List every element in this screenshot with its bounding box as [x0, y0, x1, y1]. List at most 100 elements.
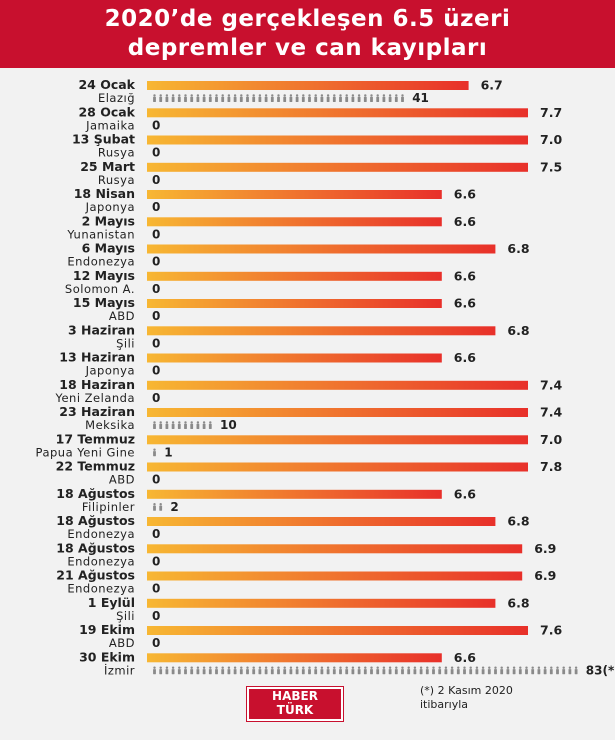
person-icon	[184, 666, 187, 675]
person-icon	[425, 666, 429, 675]
row-place-label: Japonya	[85, 200, 135, 214]
death-count-label: 0	[152, 636, 160, 650]
title-line-1: 2020’de gerçekleşen 6.5 üzeri	[104, 6, 511, 32]
row-date-label: 15 Mayıs	[73, 295, 135, 310]
magnitude-bar	[147, 544, 523, 554]
person-icon	[165, 666, 169, 675]
magnitude-value-label: 7.5	[540, 159, 562, 174]
magnitude-value-label: 6.6	[454, 650, 476, 665]
person-icon	[320, 666, 324, 675]
row-date-label: 25 Mart	[80, 159, 135, 174]
person-icon	[165, 421, 169, 429]
person-icon	[277, 94, 280, 102]
person-icon	[320, 94, 324, 102]
person-icon	[500, 666, 504, 675]
haberturk-logo: HABER TÜRK	[246, 686, 344, 722]
person-icon	[252, 94, 256, 102]
magnitude-value-label: 7.7	[540, 105, 562, 120]
person-icon	[159, 421, 163, 429]
person-icon	[277, 666, 280, 675]
person-icon	[196, 421, 200, 429]
row-place-label: Solomon A.	[65, 282, 135, 296]
row-date-label: 22 Temmuz	[56, 459, 135, 474]
magnitude-bar	[147, 271, 442, 281]
person-icon	[574, 666, 578, 675]
person-icon	[153, 94, 156, 102]
person-icon	[264, 94, 268, 102]
row-place-label: İzmir	[104, 662, 135, 677]
person-icon	[221, 94, 225, 102]
person-icon	[153, 421, 156, 429]
row-place-label: Endonezya	[67, 255, 135, 269]
death-count-label: 0	[152, 200, 160, 214]
title-line-2: depremler ve can kayıpları	[127, 35, 488, 61]
magnitude-value-label: 6.8	[507, 514, 529, 529]
magnitude-value-label: 6.9	[534, 568, 556, 583]
person-icon	[308, 666, 311, 675]
magnitude-bar	[147, 162, 528, 172]
person-icon	[190, 94, 194, 102]
person-icon	[227, 94, 231, 102]
person-icon	[332, 94, 336, 102]
person-icon	[264, 666, 268, 675]
person-icon	[370, 94, 373, 102]
magnitude-value-label: 6.8	[507, 323, 529, 338]
magnitude-value-label: 6.6	[454, 268, 476, 283]
person-icon	[388, 666, 392, 675]
person-icon	[159, 666, 163, 675]
person-icon	[246, 94, 249, 102]
magnitude-bar	[147, 217, 442, 227]
person-icon	[177, 421, 181, 429]
row-date-label: 30 Ekim	[79, 649, 135, 664]
person-icon	[463, 666, 466, 675]
magnitude-bar	[147, 380, 528, 390]
magnitude-bar	[147, 326, 496, 336]
logo-line-2: TÜRK	[276, 703, 314, 717]
magnitude-bar	[147, 435, 528, 445]
row-place-label: Rusya	[98, 173, 135, 187]
logo-line-1: HABER	[272, 689, 318, 703]
person-icon	[252, 666, 256, 675]
person-icon	[184, 94, 187, 102]
person-icon	[233, 666, 237, 675]
death-count-label: 0	[152, 309, 160, 323]
person-icon	[351, 94, 355, 102]
person-icon	[326, 94, 330, 102]
person-icon	[543, 666, 547, 675]
death-count-label: 0	[152, 554, 160, 568]
person-icon	[339, 94, 342, 102]
person-icon	[227, 666, 231, 675]
person-icon	[171, 666, 175, 675]
person-icon	[295, 94, 299, 102]
person-icon	[314, 94, 318, 102]
row-place-label: Endonezya	[67, 582, 135, 596]
magnitude-value-label: 6.8	[507, 241, 529, 256]
magnitude-value-label: 6.7	[481, 78, 503, 93]
magnitude-value-label: 6.6	[454, 187, 476, 202]
person-icon	[332, 666, 336, 675]
row-date-label: 1 Eylül	[88, 595, 135, 610]
person-icon	[258, 94, 262, 102]
person-icon	[357, 666, 361, 675]
row-date-label: 3 Haziran	[68, 322, 135, 337]
magnitude-bar	[147, 462, 528, 472]
person-icon	[165, 94, 169, 102]
person-icon	[407, 666, 411, 675]
person-icon	[153, 666, 156, 675]
person-icon	[494, 666, 497, 675]
person-icon	[233, 94, 237, 102]
magnitude-value-label: 7.4	[540, 405, 562, 420]
death-count-label: 0	[152, 609, 160, 623]
death-count-label: 2	[170, 500, 178, 514]
person-icon	[382, 666, 386, 675]
person-icon	[525, 666, 528, 675]
row-date-label: 23 Haziran	[59, 404, 135, 419]
person-icon	[345, 94, 349, 102]
death-count-label: 0	[152, 227, 160, 241]
person-icon	[301, 666, 305, 675]
magnitude-bar	[147, 598, 496, 608]
magnitude-value-label: 6.9	[534, 541, 556, 556]
row-date-label: 18 Ağustos	[56, 486, 135, 501]
person-icon	[202, 421, 206, 429]
person-icon	[475, 666, 479, 675]
